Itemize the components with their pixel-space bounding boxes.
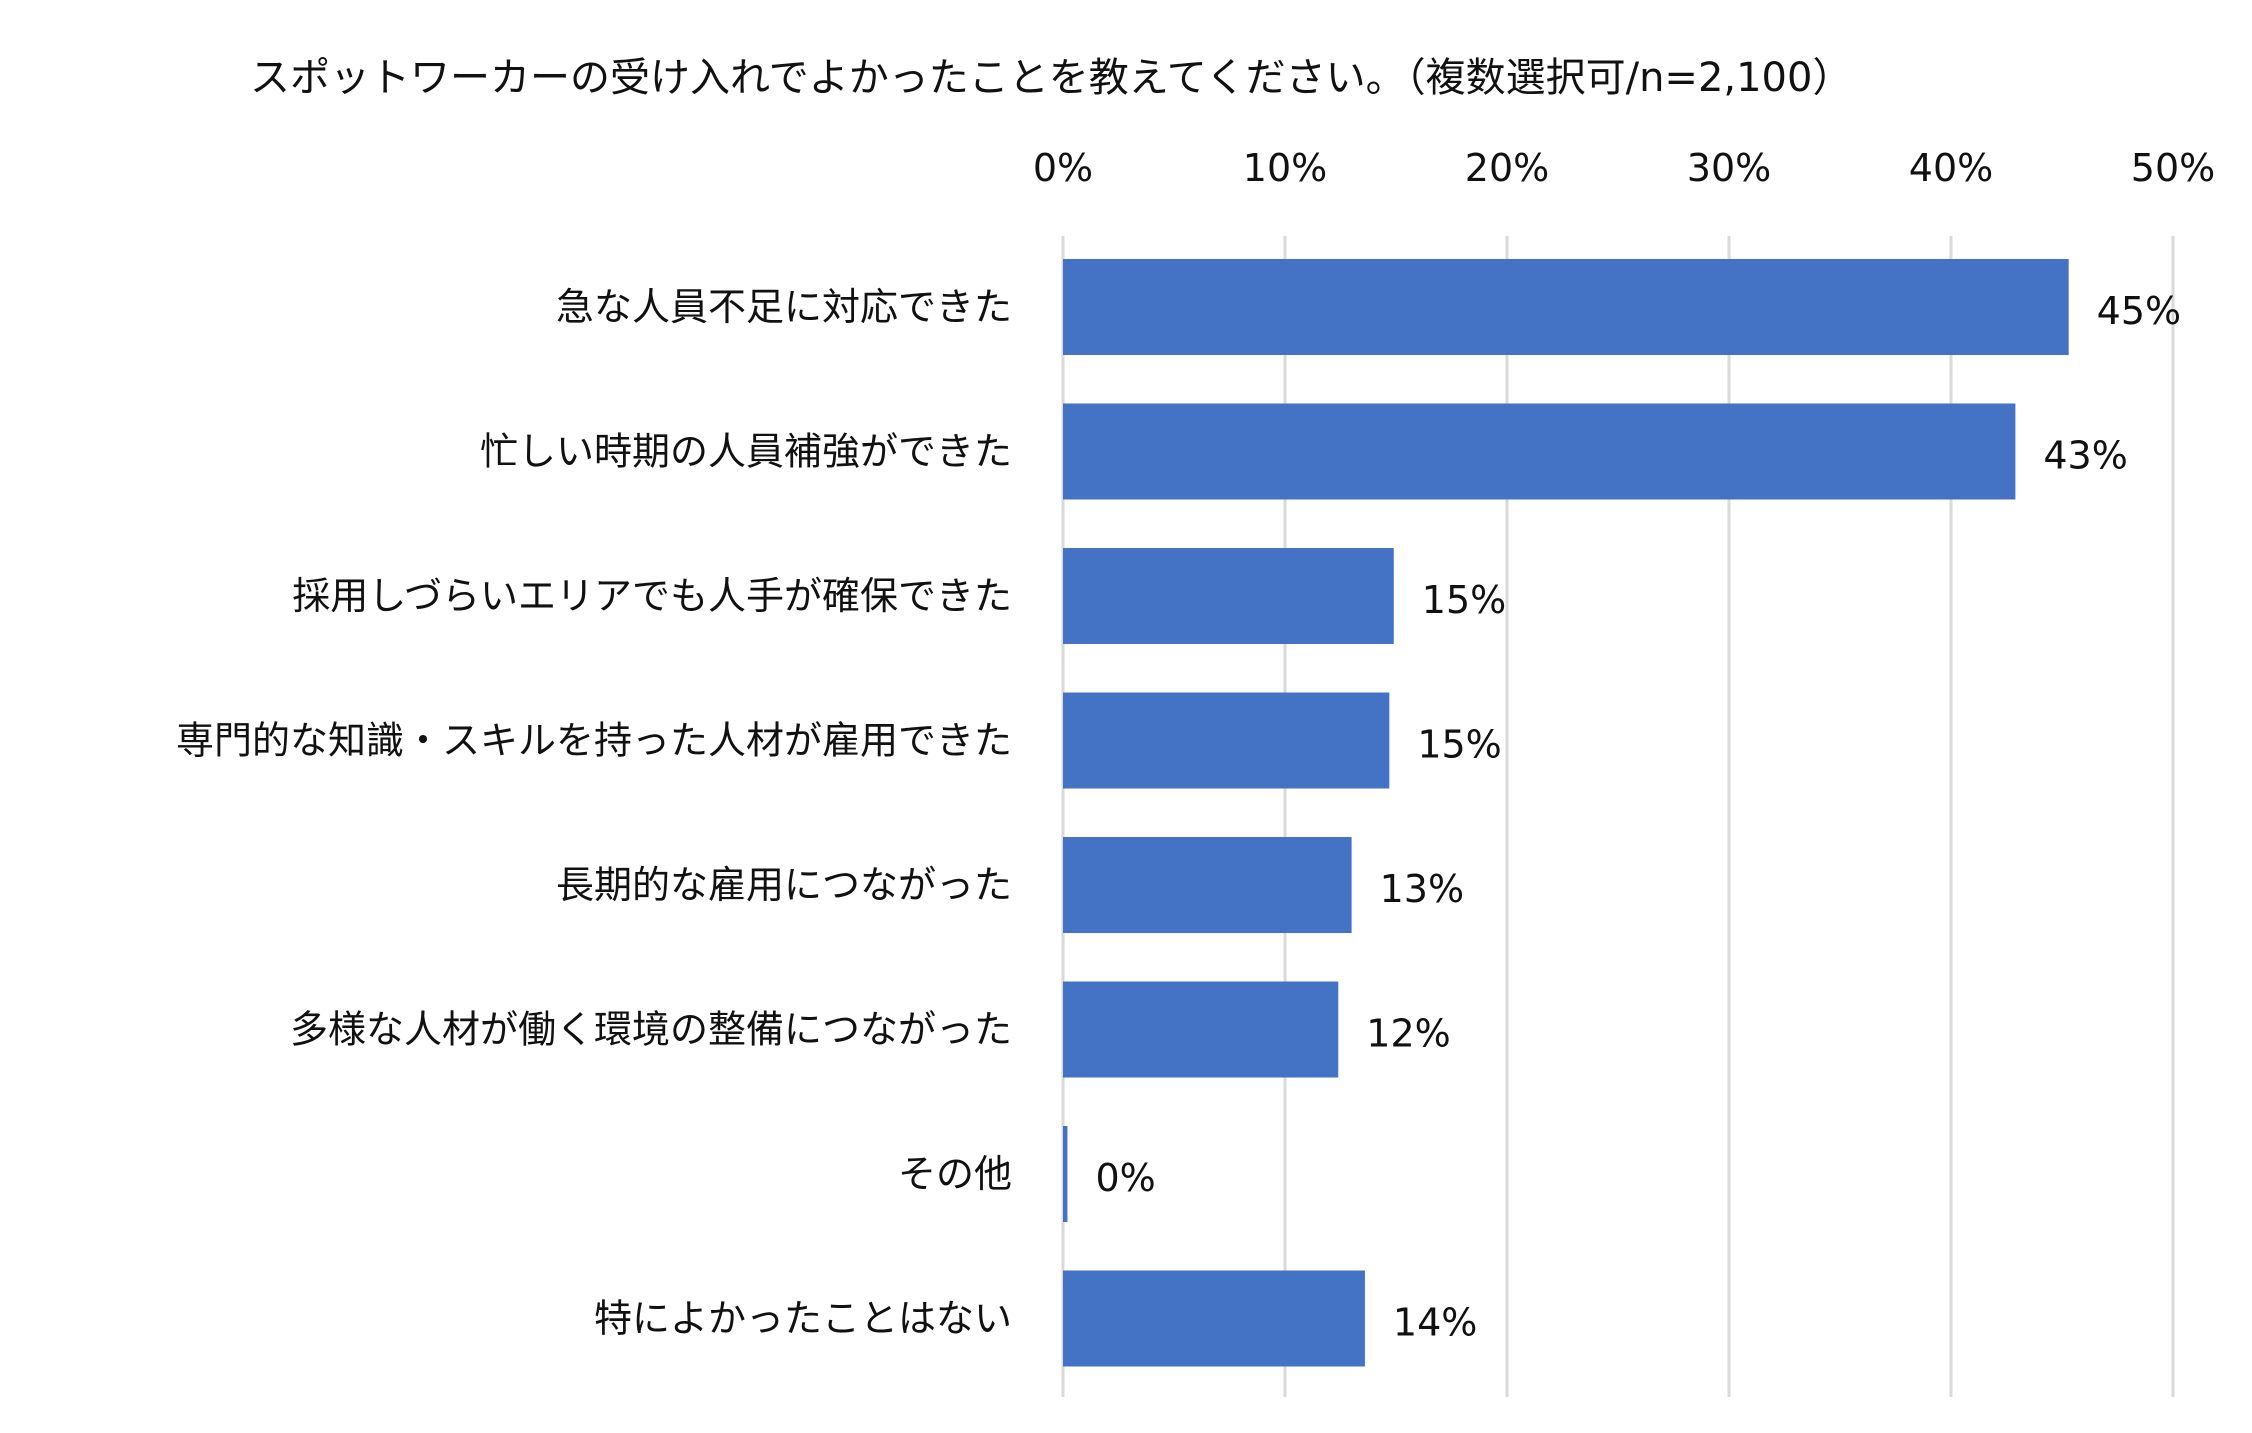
value-label-3: 15% — [1417, 723, 1501, 767]
bar-7 — [1063, 1270, 1365, 1367]
category-label-6: その他 — [898, 1152, 1012, 1196]
x-tick-label-4: 40% — [1909, 146, 1993, 190]
value-label-7: 14% — [1393, 1301, 1477, 1345]
category-label-7: 特によかったことはない — [594, 1297, 1012, 1341]
bar-5 — [1063, 981, 1339, 1078]
value-label-1: 43% — [2043, 434, 2127, 478]
value-label-4: 13% — [1380, 867, 1464, 911]
x-tick-label-2: 20% — [1465, 146, 1549, 190]
category-label-3: 専門的な知識・スキルを持った人材が雇用できた — [176, 719, 1012, 763]
bar-3 — [1063, 692, 1390, 789]
value-label-5: 12% — [1366, 1012, 1450, 1056]
bar-1 — [1063, 403, 2016, 500]
value-label-0: 45% — [2097, 289, 2181, 333]
category-label-1: 忙しい時期の人員補強ができた — [480, 430, 1012, 474]
x-axis-ticks: 0% 10% 20% 30% 40% 50% — [1033, 146, 2215, 190]
bar-6 — [1063, 1126, 1068, 1222]
category-label-4: 長期的な雇用につながった — [556, 863, 1012, 907]
category-label-2: 採用しづらいエリアでも人手が確保できた — [292, 574, 1012, 618]
value-label-6: 0% — [1095, 1156, 1155, 1200]
category-label-5: 多様な人材が働く環境の整備につながった — [290, 1008, 1012, 1052]
value-labels: 45% 43% 15% 15% 13% 12% 0% 14% — [1095, 289, 2181, 1345]
category-label-0: 急な人員不足に対応できた — [556, 285, 1012, 329]
bar-2 — [1063, 548, 1394, 644]
chart-title: スポットワーカーの受け入れでよかったことを教えてください。（複数選択可/n=2,… — [250, 55, 1852, 101]
x-tick-label-3: 30% — [1687, 146, 1771, 190]
x-tick-label-5: 50% — [2131, 146, 2215, 190]
bars — [1063, 259, 2069, 1367]
category-labels: 急な人員不足に対応できた忙しい時期の人員補強ができた採用しづらいエリアでも人手が… — [176, 285, 1012, 1341]
bar-0 — [1063, 259, 2069, 355]
x-tick-label-1: 10% — [1243, 146, 1327, 190]
value-label-2: 15% — [1422, 578, 1506, 622]
bar-4 — [1063, 837, 1352, 933]
x-tick-label-0: 0% — [1033, 146, 1093, 190]
